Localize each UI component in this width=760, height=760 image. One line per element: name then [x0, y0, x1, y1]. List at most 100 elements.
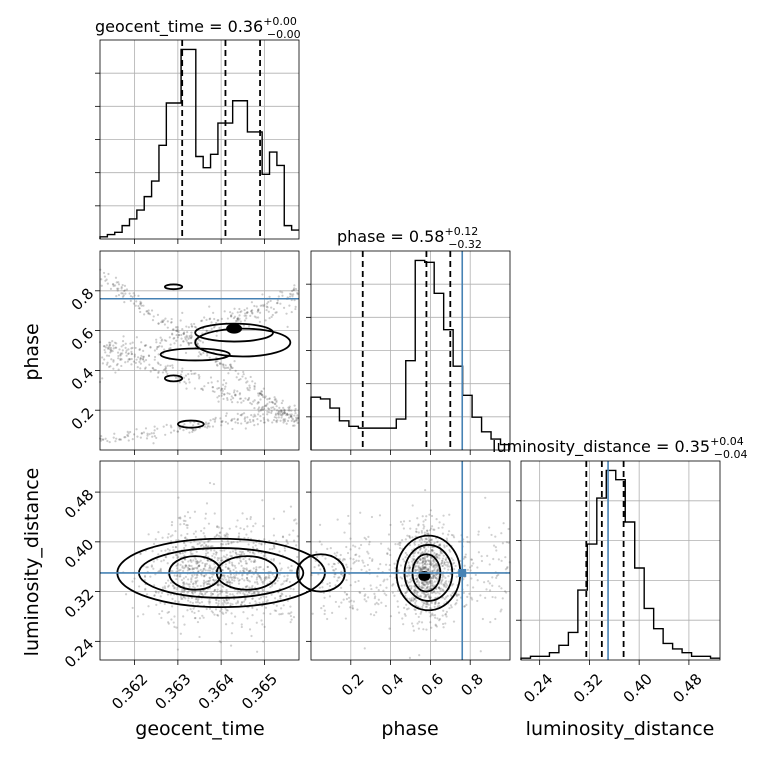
sample-point	[131, 346, 134, 350]
sample-point	[159, 336, 162, 339]
sample-point	[410, 579, 413, 582]
sample-point	[179, 344, 182, 347]
sample-point	[179, 575, 182, 578]
sample-point	[224, 556, 227, 559]
sample-point	[262, 525, 265, 528]
sample-point	[204, 569, 207, 572]
sample-point	[208, 425, 211, 428]
sample-point	[220, 542, 223, 546]
sample-point	[226, 595, 229, 598]
sample-point	[115, 295, 118, 298]
sample-point	[449, 550, 452, 553]
sample-point	[206, 558, 209, 562]
sample-point	[223, 576, 226, 579]
truth-marker-phase-ld	[458, 568, 467, 577]
sample-point	[426, 583, 430, 586]
sample-point	[166, 548, 169, 551]
sample-point	[144, 344, 147, 347]
sample-point	[172, 585, 175, 588]
sample-point	[215, 334, 218, 337]
sample-point	[232, 397, 235, 400]
title-geocent-time-minus: −0.00	[267, 28, 301, 41]
sample-point	[156, 313, 160, 316]
sample-point	[408, 535, 411, 538]
sample-point	[429, 584, 433, 587]
sample-point	[249, 314, 252, 317]
sample-point	[140, 301, 143, 305]
sample-point	[427, 593, 430, 596]
sample-point	[220, 362, 223, 365]
sample-point	[430, 613, 433, 617]
sample-point	[115, 364, 119, 367]
sample-point	[229, 602, 232, 605]
sample-point	[214, 608, 218, 611]
sample-point	[205, 318, 208, 322]
grid-ld-phase	[311, 461, 510, 660]
sample-point	[252, 551, 255, 554]
sample-point	[331, 565, 334, 568]
sample-point	[443, 584, 447, 587]
sample-point	[426, 529, 429, 532]
sample-point	[224, 420, 227, 424]
sample-point	[236, 311, 239, 314]
sample-point	[130, 352, 133, 356]
sample-point	[229, 576, 232, 579]
sample-point	[196, 562, 199, 565]
sample-point	[494, 596, 497, 599]
sample-point	[245, 576, 249, 580]
sample-point	[259, 304, 262, 307]
sample-point	[442, 554, 445, 557]
sample-point	[266, 565, 269, 569]
xtick-label: 0.365	[238, 670, 281, 713]
sample-point	[402, 558, 405, 561]
frame-ld-geocent	[99, 460, 300, 661]
sample-point	[203, 575, 206, 578]
sample-point	[267, 419, 270, 422]
sample-point	[418, 654, 421, 657]
sample-point	[443, 583, 446, 586]
sample-point	[257, 406, 261, 409]
sample-point	[355, 553, 358, 556]
sample-point	[417, 531, 420, 534]
sample-point	[374, 603, 377, 606]
sample-point	[166, 326, 169, 329]
sample-point	[450, 606, 453, 609]
sample-point	[251, 597, 254, 600]
sample-point	[263, 396, 266, 399]
sample-point	[175, 588, 178, 591]
sample-point	[424, 568, 427, 571]
sample-point	[244, 559, 247, 563]
sample-point	[426, 603, 429, 606]
sample-point	[153, 584, 156, 587]
sample-point	[206, 582, 210, 586]
sample-point	[268, 576, 271, 579]
density-peak	[226, 323, 243, 334]
sample-point	[423, 566, 426, 569]
sample-point	[199, 559, 202, 562]
sample-point	[421, 582, 424, 585]
sample-point	[271, 547, 274, 551]
sample-point	[179, 568, 182, 571]
sample-point	[177, 600, 180, 603]
sample-point	[415, 530, 418, 534]
sample-point	[252, 592, 255, 595]
sample-point	[268, 548, 271, 551]
sample-point	[290, 618, 293, 621]
sample-point	[263, 421, 266, 424]
sample-point	[236, 412, 239, 415]
sample-point	[279, 302, 282, 305]
sample-point	[112, 344, 115, 347]
sample-point	[173, 336, 176, 340]
sample-point	[282, 510, 286, 513]
sample-point	[504, 556, 507, 559]
sample-point	[216, 319, 219, 322]
sample-point	[458, 540, 461, 543]
sample-point	[236, 317, 239, 321]
sample-point	[151, 319, 155, 322]
sample-point	[421, 568, 424, 571]
sample-point	[427, 545, 430, 548]
sample-point	[228, 368, 232, 371]
sample-point	[219, 549, 222, 552]
sample-point	[224, 563, 227, 566]
sample-point	[412, 599, 415, 602]
